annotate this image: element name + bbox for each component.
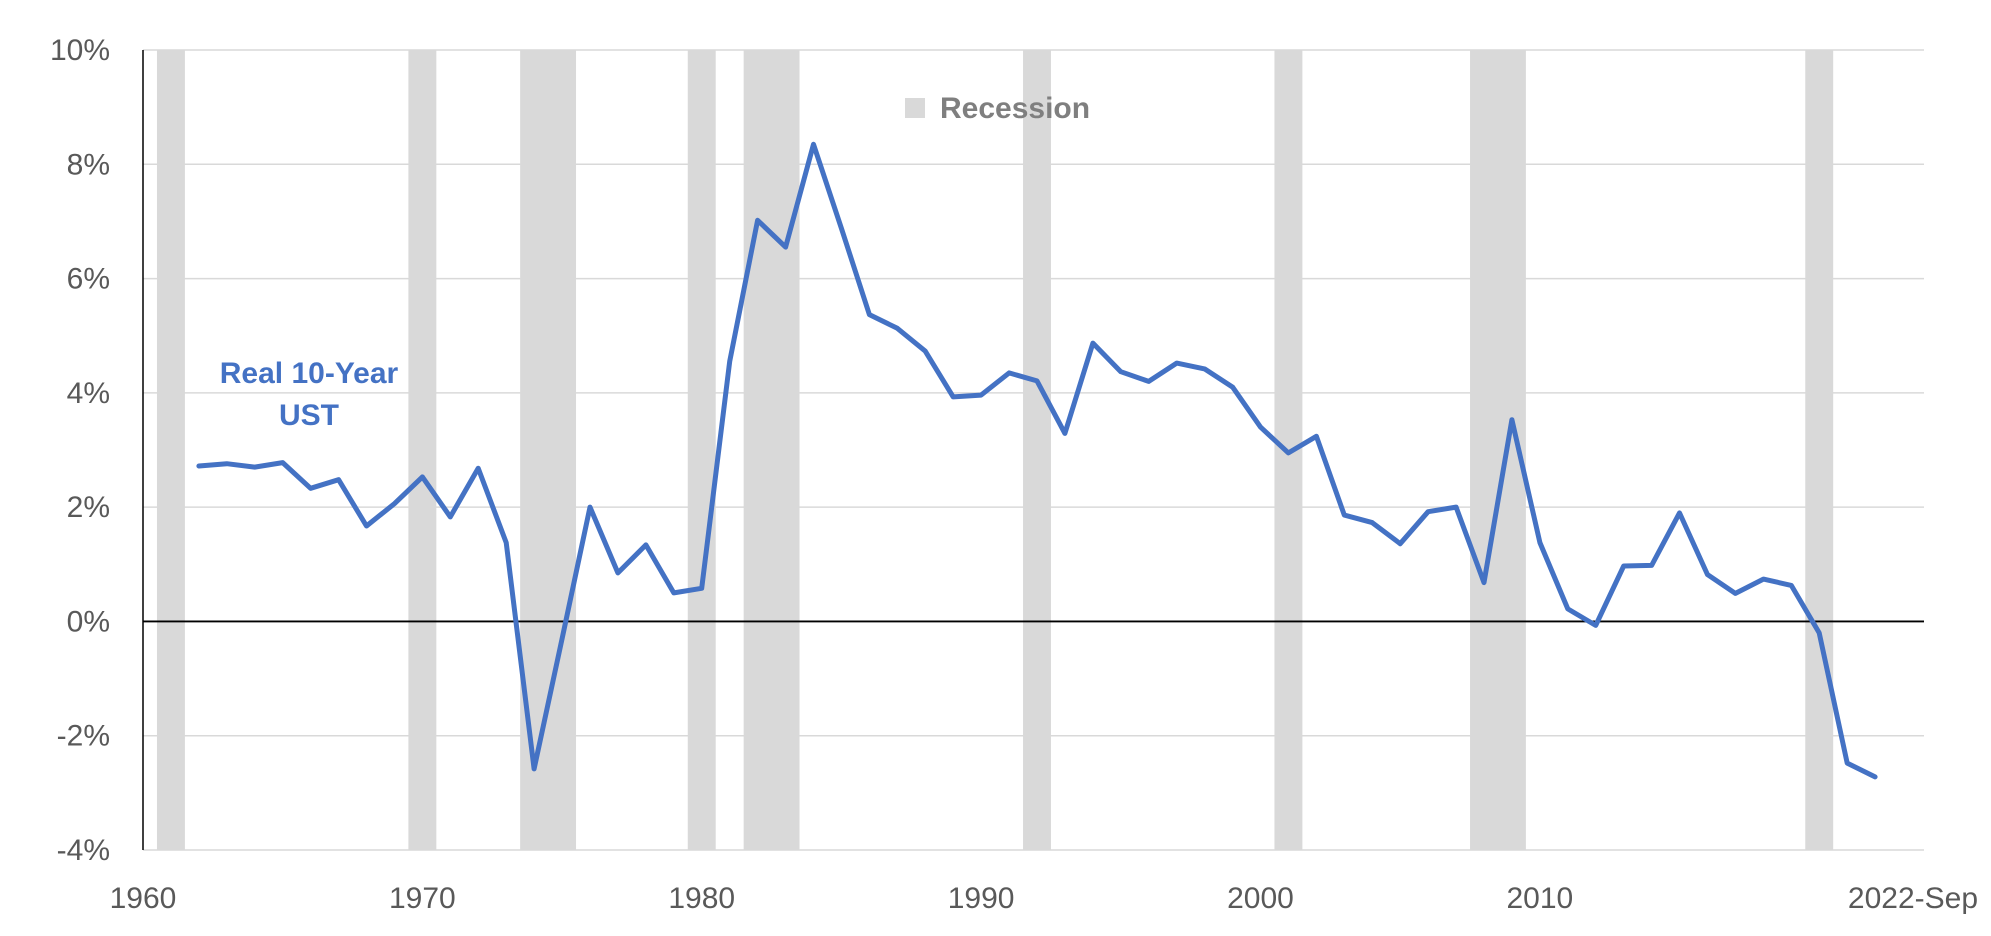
recession-band	[1023, 50, 1051, 850]
series-label: Real 10-Year UST	[220, 357, 399, 432]
x-tick-label: 2000	[1227, 882, 1294, 915]
y-tick-label: 8%	[67, 148, 110, 181]
y-tick-label: 6%	[67, 263, 110, 296]
recession-bands	[156, 50, 1834, 850]
y-tick-labels: -4% -2% 0% 2% 4% 6% 8% 10%	[50, 34, 110, 867]
recession-band	[408, 50, 437, 850]
recession-band	[743, 50, 800, 850]
y-tick-label: -4%	[57, 834, 110, 867]
recession-band	[687, 50, 716, 850]
x-tick-label: 2010	[1506, 882, 1573, 915]
x-tick-label: 2022-Sep	[1848, 882, 1978, 915]
x-tick-labels: 1960 1970 1980 1990 2000 2010 2022-Sep	[110, 882, 1978, 915]
x-tick-label: 1980	[668, 882, 735, 915]
recession-band	[1805, 50, 1834, 850]
x-tick-label: 1970	[389, 882, 456, 915]
recession-band	[156, 50, 185, 850]
axes	[142, 50, 1924, 850]
legend: Recession	[905, 92, 1090, 125]
x-tick-label: 1960	[110, 882, 177, 915]
legend-label: Recession	[940, 92, 1090, 125]
x-tick-label: 1990	[948, 882, 1015, 915]
legend-swatch	[905, 98, 925, 118]
gridlines	[143, 49, 1924, 851]
y-tick-label: 10%	[50, 34, 110, 67]
y-tick-label: -2%	[57, 720, 110, 753]
y-tick-label: 2%	[67, 491, 110, 524]
series-lines: Real 10-Year UST	[196, 141, 1878, 780]
y-tick-label: 4%	[67, 377, 110, 410]
y-tick-label: 0%	[67, 605, 110, 638]
series-line	[196, 141, 1878, 780]
